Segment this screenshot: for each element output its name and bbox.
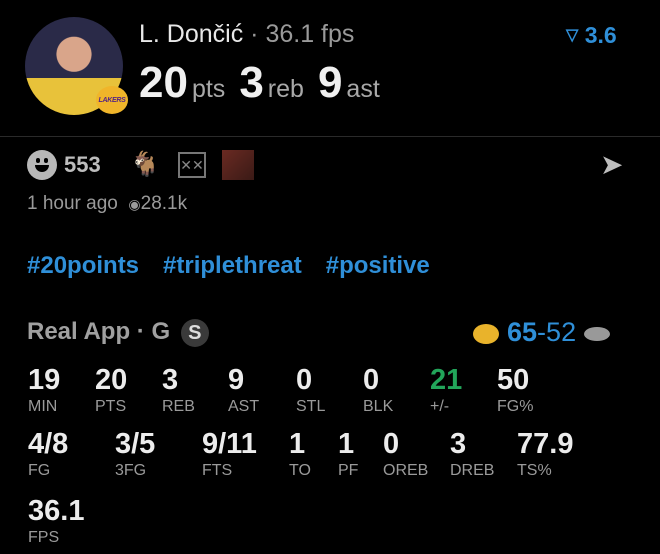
basketball-net-icon[interactable]: ✕✕ bbox=[178, 152, 206, 178]
view-count: 28.1k bbox=[140, 193, 188, 214]
reaction-count: 553 bbox=[64, 152, 101, 177]
post-meta: 1 hour ago ◉28.1k bbox=[27, 193, 187, 215]
stat-value: 20 bbox=[95, 364, 128, 396]
pelicans-logo bbox=[584, 326, 611, 341]
filter-icon: ▽ bbox=[566, 27, 579, 44]
hashtags: #20points #triplethreat #positive bbox=[27, 252, 454, 280]
game-info: Real App · G S bbox=[27, 318, 209, 347]
eye-icon: ◉ bbox=[128, 196, 141, 212]
stat-label: REB bbox=[162, 398, 195, 415]
stat-value: 36.1 bbox=[28, 495, 85, 527]
goat-icon[interactable]: 🐐 bbox=[130, 151, 160, 178]
player-name[interactable]: L. Dončić bbox=[139, 20, 244, 48]
stat-label: PTS bbox=[95, 398, 127, 415]
stat-value: 0 bbox=[383, 428, 400, 460]
hashtag[interactable]: #20points bbox=[27, 252, 140, 279]
team-logo: LAKERS bbox=[96, 86, 128, 114]
stat-value: 3 bbox=[450, 428, 467, 460]
timestamp: 1 hour ago bbox=[27, 193, 118, 214]
send-icon[interactable]: ➤ bbox=[600, 149, 624, 180]
stat-label: +/- bbox=[430, 398, 450, 415]
stat-value: 1 bbox=[338, 428, 355, 460]
player-header: L. Dončić · 36.1 fps bbox=[139, 20, 355, 48]
lakers-logo bbox=[473, 323, 499, 344]
stat-value: 19 bbox=[28, 364, 61, 396]
headline-stats: 20 pts 3 reb 9 ast bbox=[139, 58, 380, 107]
stat-value: 3 bbox=[162, 364, 179, 396]
stat-label: STL bbox=[296, 398, 326, 415]
stat-value: 0 bbox=[363, 364, 380, 396]
stat-value: 77.9 bbox=[517, 428, 574, 460]
stat-label: DREB bbox=[450, 462, 495, 479]
stat-value: 9/11 bbox=[202, 428, 257, 460]
stat-label: TO bbox=[289, 462, 311, 479]
game-score[interactable]: 65-52 bbox=[473, 317, 611, 348]
starter-badge: S bbox=[180, 318, 209, 347]
hashtag[interactable]: #triplethreat bbox=[163, 252, 302, 279]
hashtag[interactable]: #positive bbox=[325, 252, 430, 279]
stat-value: 9 bbox=[228, 364, 245, 396]
stat-label: MIN bbox=[28, 398, 58, 415]
stat-value: 3/5 bbox=[115, 428, 156, 460]
stat-label: FG bbox=[28, 462, 51, 479]
stat-label: OREB bbox=[383, 462, 429, 479]
stat-value: 0 bbox=[296, 364, 313, 396]
stat-value: 1 bbox=[289, 428, 306, 460]
stat-value: 21 bbox=[430, 364, 463, 396]
stat-label: PF bbox=[338, 462, 359, 479]
stat-label: TS% bbox=[517, 462, 552, 479]
stat-label: FTS bbox=[202, 462, 233, 479]
divider bbox=[0, 136, 660, 137]
stat-value: 4/8 bbox=[28, 428, 69, 460]
smile-icon[interactable] bbox=[27, 150, 57, 180]
stat-label: FPS bbox=[28, 529, 60, 546]
rating[interactable]: ▽ 3.6 bbox=[566, 22, 617, 48]
player-fps: 36.1 fps bbox=[265, 20, 355, 48]
stat-label: AST bbox=[228, 398, 260, 415]
stat-label: 3FG bbox=[115, 462, 147, 479]
image-thumbnail[interactable] bbox=[222, 150, 254, 180]
stat-label: FG% bbox=[497, 398, 534, 415]
stat-label: BLK bbox=[363, 398, 394, 415]
stat-value: 50 bbox=[497, 364, 530, 396]
